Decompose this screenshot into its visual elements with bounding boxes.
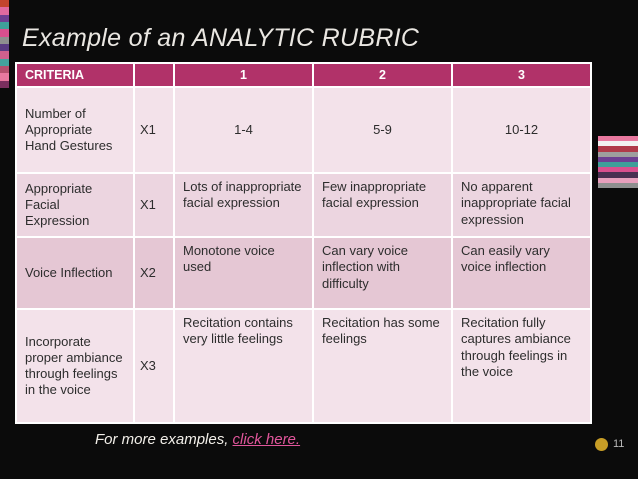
decoration-stripe (598, 156, 638, 163)
footer-text: For more examples, (95, 431, 229, 448)
table-row: Number of Appropriate Hand Gestures X1 1… (15, 86, 592, 174)
cell-level-2: Can vary voice inflection with difficult… (312, 236, 453, 310)
decoration-stripe (0, 36, 9, 44)
table-row: Appropriate Facial Expression X1 Lots of… (15, 172, 592, 238)
decoration-stripe (598, 151, 638, 157)
cell-multiplier: X1 (133, 172, 175, 238)
decoration-stripe (0, 58, 9, 66)
decoration-stripe (0, 43, 9, 52)
table-row: Voice Inflection X2 Monotone voice used … (15, 236, 592, 310)
cell-criteria: Incorporate proper ambiance through feel… (15, 308, 135, 424)
rubric-table: CRITERIA 1 2 3 Number of Appropriate Han… (15, 62, 592, 424)
header-level-1: 1 (173, 62, 314, 88)
click-here-link[interactable]: click here. (232, 431, 301, 448)
decoration-stripe (0, 51, 9, 59)
decoration-stripe (0, 65, 9, 74)
header-level-3: 3 (451, 62, 592, 88)
decoration-stripe (598, 167, 638, 173)
cell-multiplier: X2 (133, 236, 175, 310)
cell-level-1: Lots of inappropriate facial expression (173, 172, 314, 238)
cell-level-2: Few inappropriate facial expression (312, 172, 453, 238)
cell-multiplier: X3 (133, 308, 175, 424)
cell-level-1: 1-4 (173, 86, 314, 174)
decoration-stripe (0, 14, 9, 22)
decoration-stripe (0, 0, 9, 8)
decoration-stripe (0, 7, 9, 15)
cell-multiplier: X1 (133, 86, 175, 174)
decoration-stripe (0, 29, 9, 37)
decoration-stripe (598, 177, 638, 183)
table-header-row: CRITERIA 1 2 3 (15, 62, 592, 88)
cell-level-2: 5-9 (312, 86, 453, 174)
slide-title: Example of an ANALYTIC RUBRIC (22, 24, 420, 52)
cell-level-3: Recitation fully captures ambiance throu… (451, 308, 592, 424)
cell-level-3: 10-12 (451, 86, 592, 174)
cell-level-1: Recitation contains very little feelings (173, 308, 314, 424)
table-row: Incorporate proper ambiance through feel… (15, 308, 592, 424)
decoration-stripe (598, 146, 638, 152)
cell-level-3: Can easily vary voice inflection (451, 236, 592, 310)
cell-level-3: No apparent inappropriate facial express… (451, 172, 592, 238)
page-number: 11 (613, 438, 625, 450)
decoration-stripe (598, 141, 638, 147)
header-criteria: CRITERIA (15, 62, 135, 88)
header-multiplier (133, 62, 175, 88)
cell-criteria: Number of Appropriate Hand Gestures (15, 86, 135, 174)
decoration-stripe (598, 172, 638, 178)
header-level-2: 2 (312, 62, 453, 88)
cell-level-2: Recitation has some feelings (312, 308, 453, 424)
right-edge-decoration (598, 136, 638, 189)
footer: For more examples, click here. (95, 431, 300, 448)
decoration-stripe (0, 80, 9, 88)
decoration-stripe (0, 73, 9, 81)
decoration-stripe (598, 136, 638, 142)
decoration-stripe (0, 21, 9, 30)
cell-level-1: Monotone voice used (173, 236, 314, 310)
decoration-stripe (598, 162, 638, 168)
page-number-dot-icon (595, 438, 608, 451)
decoration-stripe (598, 182, 638, 189)
left-edge-decoration (0, 0, 9, 88)
cell-criteria: Appropriate Facial Expression (15, 172, 135, 238)
cell-criteria: Voice Inflection (15, 236, 135, 310)
